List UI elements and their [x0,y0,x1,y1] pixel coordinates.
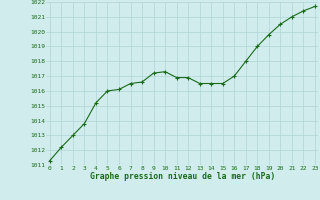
X-axis label: Graphe pression niveau de la mer (hPa): Graphe pression niveau de la mer (hPa) [90,172,275,181]
